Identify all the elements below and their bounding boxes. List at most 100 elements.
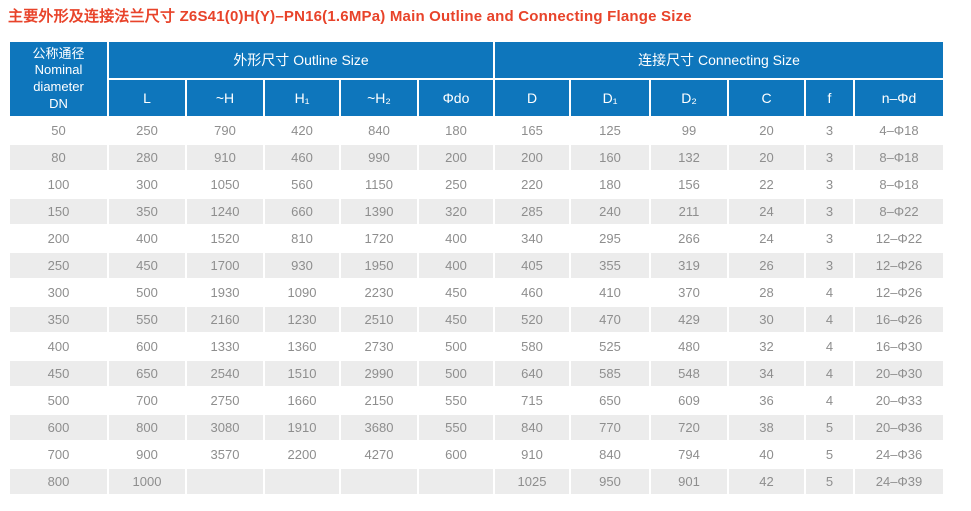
cell-D2: 794 [651,442,727,467]
cell-D2: 548 [651,361,727,386]
cell-H: 1700 [187,253,263,278]
cell-D2: 370 [651,280,727,305]
page-title: 主要外形及连接法兰尺寸 Z6S41(0)H(Y)–PN16(1.6MPa) Ma… [8,8,692,25]
dn-cell: 700 [10,442,107,467]
cell-n-phi-d: 24–Φ39 [855,469,943,494]
col-header-D1: D₁ [571,80,649,116]
cell-phi-do: 200 [419,145,493,170]
table-body: 50 250 790 420 840 180 165 125 99 20 3 4… [10,118,943,494]
cell-L: 600 [109,334,185,359]
cell-H2: 1390 [341,199,417,224]
cell-L: 500 [109,280,185,305]
cell-H1: 1660 [265,388,339,413]
cell-D1: 585 [571,361,649,386]
cell-D: 460 [495,280,569,305]
cell-L: 350 [109,199,185,224]
cell-D: 405 [495,253,569,278]
cell-D2: 132 [651,145,727,170]
col-header-D: D [495,80,569,116]
cell-H1: 660 [265,199,339,224]
cell-phi-do: 250 [419,172,493,197]
cell-L: 900 [109,442,185,467]
cell-H1: 1230 [265,307,339,332]
cell-D1: 240 [571,199,649,224]
cell-f: 5 [806,442,853,467]
cell-H: 1520 [187,226,263,251]
dn-cell: 150 [10,199,107,224]
col-header-H: ~H [187,80,263,116]
cell-H1: 1910 [265,415,339,440]
cell-C: 26 [729,253,804,278]
cell-C: 20 [729,118,804,143]
cell-n-phi-d: 4–Φ18 [855,118,943,143]
cell-D1: 950 [571,469,649,494]
cell-H: 3080 [187,415,263,440]
cell-H1: 460 [265,145,339,170]
dn-cell: 350 [10,307,107,332]
cell-f: 4 [806,388,853,413]
table-row: 350 550 2160 1230 2510 450 520 470 429 3… [10,307,943,332]
cell-H2: 1150 [341,172,417,197]
dn-cell: 450 [10,361,107,386]
cell-C: 32 [729,334,804,359]
cell-D2: 319 [651,253,727,278]
group-header-outline-size: 外形尺寸 Outline Size [109,42,493,78]
cell-f: 4 [806,280,853,305]
cell-C: 20 [729,145,804,170]
cell-H1: 1090 [265,280,339,305]
cell-H2: 2150 [341,388,417,413]
cell-C: 24 [729,226,804,251]
cell-phi-do: 600 [419,442,493,467]
corner-header-dn: 公称通径 Nominal diameter DN [10,42,107,116]
cell-C: 30 [729,307,804,332]
cell-D1: 650 [571,388,649,413]
cell-f: 3 [806,226,853,251]
cell-H1 [265,469,339,494]
cell-n-phi-d: 8–Φ22 [855,199,943,224]
cell-D: 580 [495,334,569,359]
table-row: 450 650 2540 1510 2990 500 640 585 548 3… [10,361,943,386]
cell-D2: 901 [651,469,727,494]
cell-D1: 295 [571,226,649,251]
cell-H2 [341,469,417,494]
cell-f: 4 [806,361,853,386]
table-row: 250 450 1700 930 1950 400 405 355 319 26… [10,253,943,278]
cell-D2: 429 [651,307,727,332]
dn-cell: 400 [10,334,107,359]
cell-f: 3 [806,199,853,224]
cell-D: 340 [495,226,569,251]
cell-L: 550 [109,307,185,332]
table-row: 200 400 1520 810 1720 400 340 295 266 24… [10,226,943,251]
cell-D1: 470 [571,307,649,332]
cell-H2: 1720 [341,226,417,251]
cell-L: 250 [109,118,185,143]
cell-phi-do: 400 [419,253,493,278]
cell-H2: 2990 [341,361,417,386]
cell-phi-do: 400 [419,226,493,251]
table-row: 400 600 1330 1360 2730 500 580 525 480 3… [10,334,943,359]
table-row: 50 250 790 420 840 180 165 125 99 20 3 4… [10,118,943,143]
cell-D: 520 [495,307,569,332]
cell-phi-do: 320 [419,199,493,224]
flange-size-table: 公称通径 Nominal diameter DN 外形尺寸 Outline Si… [8,40,945,496]
dn-cell: 80 [10,145,107,170]
cell-f: 3 [806,253,853,278]
cell-H2: 3680 [341,415,417,440]
cell-H2: 2510 [341,307,417,332]
cell-L: 400 [109,226,185,251]
group-header-connecting-size: 连接尺寸 Connecting Size [495,42,943,78]
cell-H1: 1510 [265,361,339,386]
cell-n-phi-d: 20–Φ36 [855,415,943,440]
col-header-C: C [729,80,804,116]
cell-f: 3 [806,145,853,170]
cell-D2: 480 [651,334,727,359]
cell-f: 3 [806,118,853,143]
cell-n-phi-d: 12–Φ22 [855,226,943,251]
subcolumn-header-row: L ~H H₁ ~H₂ Φdo D D₁ D₂ C f n–Φd [10,80,943,116]
cell-H1: 2200 [265,442,339,467]
cell-L: 1000 [109,469,185,494]
dn-cell: 200 [10,226,107,251]
cell-H: 1240 [187,199,263,224]
cell-H2: 4270 [341,442,417,467]
